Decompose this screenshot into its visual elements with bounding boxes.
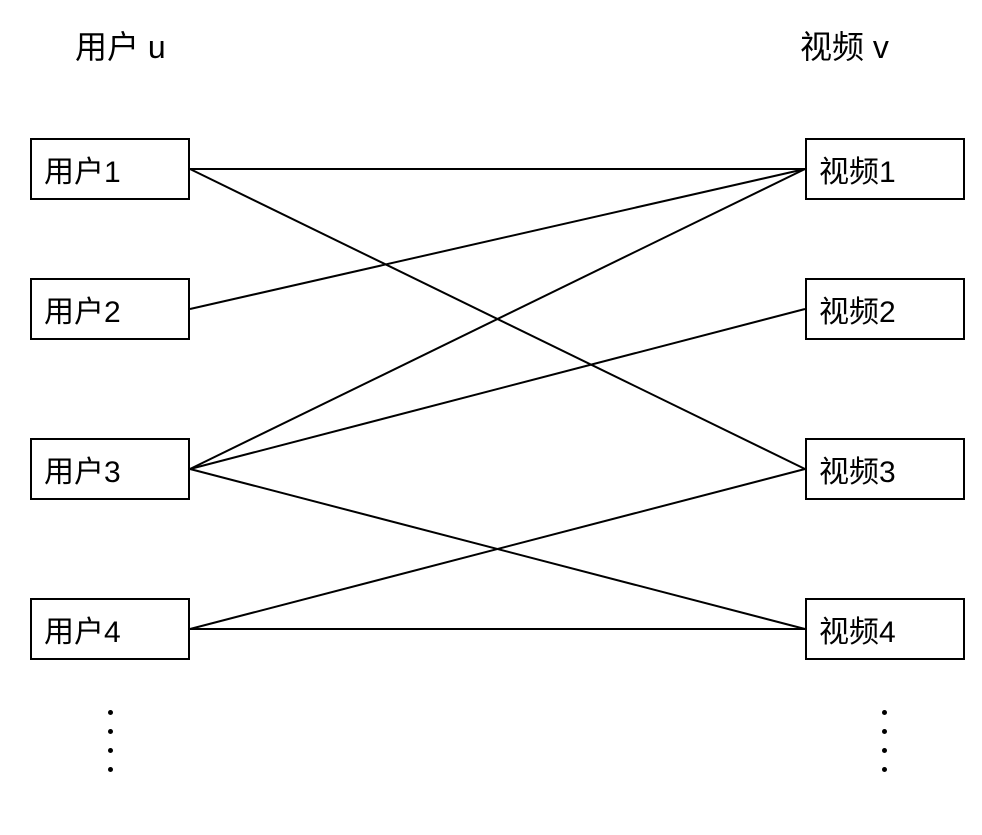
ellipsis-dot (882, 767, 887, 772)
right-ellipsis-dots (882, 710, 887, 772)
ellipsis-dot (108, 767, 113, 772)
left-column-header: 用户 u (75, 22, 166, 68)
ellipsis-dot (882, 729, 887, 734)
right-node: 视频2 (805, 278, 965, 340)
ellipsis-dot (108, 729, 113, 734)
left-node: 用户1 (30, 138, 190, 200)
ellipsis-dot (882, 710, 887, 715)
left-ellipsis-dots (108, 710, 113, 772)
right-node: 视频3 (805, 438, 965, 500)
right-node: 视频1 (805, 138, 965, 200)
ellipsis-dot (882, 748, 887, 753)
ellipsis-dot (108, 710, 113, 715)
right-column-header: 视频 v (800, 22, 889, 68)
left-node: 用户2 (30, 278, 190, 340)
left-node: 用户4 (30, 598, 190, 660)
left-node: 用户3 (30, 438, 190, 500)
right-node: 视频4 (805, 598, 965, 660)
bipartite-edges (0, 0, 982, 835)
ellipsis-dot (108, 748, 113, 753)
